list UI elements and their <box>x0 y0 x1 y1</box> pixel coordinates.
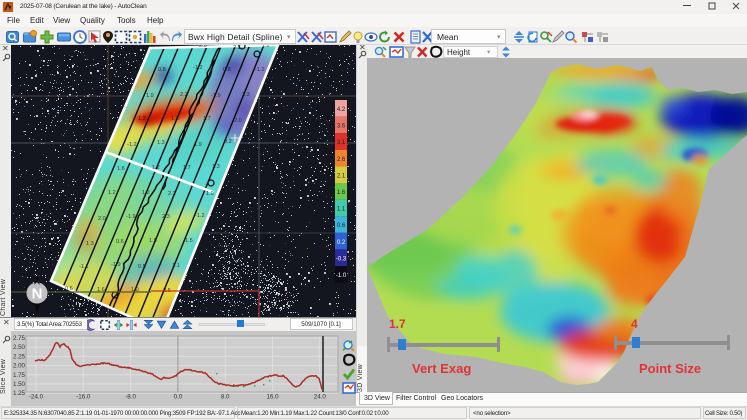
svg-text:1.7: 1.7 <box>203 116 211 122</box>
svg-text:2.2: 2.2 <box>180 92 188 98</box>
svg-text:1.2: 1.2 <box>262 45 270 49</box>
svg-text:2.2: 2.2 <box>168 191 176 197</box>
svg-text:1.3: 1.3 <box>212 164 220 170</box>
svg-text:0.5: 0.5 <box>138 264 146 270</box>
svg-text:1.5: 1.5 <box>185 238 193 244</box>
svg-text:1.25: 1.25 <box>13 390 26 397</box>
svg-text:1.2: 1.2 <box>108 190 116 196</box>
svg-text:1.9: 1.9 <box>194 142 202 148</box>
svg-text:2.00: 2.00 <box>13 363 26 370</box>
svg-text:0.8: 0.8 <box>158 67 166 73</box>
svg-text:1.7: 1.7 <box>183 165 191 171</box>
svg-text:3.6: 3.6 <box>337 124 346 130</box>
svg-text:2.3: 2.3 <box>162 214 170 220</box>
svg-text:1.2: 1.2 <box>142 190 150 196</box>
svg-text:2.0: 2.0 <box>199 45 207 49</box>
svg-text:1.3: 1.3 <box>86 241 94 247</box>
svg-text:1.3: 1.3 <box>171 116 179 122</box>
svg-text:16.0: 16.0 <box>266 394 279 401</box>
svg-text:1.5: 1.5 <box>149 238 157 244</box>
svg-text:1.6: 1.6 <box>117 166 125 172</box>
svg-text:N: N <box>32 286 43 303</box>
svg-text:-1.9: -1.9 <box>211 93 221 99</box>
svg-text:0.6: 0.6 <box>337 223 346 229</box>
svg-text:-16.0: -16.0 <box>76 394 91 401</box>
svg-text:2.0: 2.0 <box>234 118 242 124</box>
svg-text:0.8: 0.8 <box>223 67 231 73</box>
svg-text:2.0: 2.0 <box>98 216 106 222</box>
svg-text:-24.0: -24.0 <box>29 394 44 401</box>
svg-text:1.9: 1.9 <box>146 93 154 99</box>
svg-text:4.2: 4.2 <box>337 107 346 113</box>
svg-text:4: 4 <box>631 317 638 331</box>
svg-text:-1.2: -1.2 <box>127 142 137 148</box>
svg-text:0.6: 0.6 <box>65 286 73 292</box>
svg-text:2.25: 2.25 <box>13 353 26 360</box>
svg-text:0.2: 0.2 <box>337 240 346 246</box>
svg-text:0.6: 0.6 <box>116 239 124 245</box>
svg-text:2.3: 2.3 <box>233 45 241 51</box>
svg-text:-1.2: -1.2 <box>255 67 265 73</box>
svg-text:1.0: 1.0 <box>131 287 139 293</box>
svg-text:2.3: 2.3 <box>242 92 250 98</box>
svg-text:1.50: 1.50 <box>13 381 26 388</box>
svg-text:-1.9: -1.9 <box>126 214 136 220</box>
svg-text:1.7: 1.7 <box>389 317 406 331</box>
svg-text:2.75: 2.75 <box>13 335 26 342</box>
svg-text:8.0: 8.0 <box>221 394 230 401</box>
svg-text:3.1: 3.1 <box>337 140 346 146</box>
svg-text:0.8: 0.8 <box>168 45 176 48</box>
svg-text:Point Size: Point Size <box>639 361 701 376</box>
svg-text:0.0: 0.0 <box>174 394 183 401</box>
svg-text:1.75: 1.75 <box>13 372 26 379</box>
svg-text:-1.1: -1.1 <box>79 264 89 270</box>
svg-text:2.50: 2.50 <box>13 344 26 351</box>
svg-text:1.1: 1.1 <box>172 263 180 269</box>
svg-text:Vert Exag: Vert Exag <box>412 361 471 376</box>
svg-text:2.1: 2.1 <box>337 173 346 179</box>
svg-text:1.2: 1.2 <box>138 116 146 122</box>
svg-text:-1.9: -1.9 <box>111 262 121 268</box>
svg-text:-1.2: -1.2 <box>195 213 205 219</box>
svg-text:2.6: 2.6 <box>337 157 346 163</box>
svg-text:-0.3: -0.3 <box>336 256 347 262</box>
svg-text:1.6: 1.6 <box>337 190 346 196</box>
svg-text:0.2: 0.2 <box>224 139 232 145</box>
svg-text:-8.0: -8.0 <box>125 394 136 401</box>
svg-text:1.1: 1.1 <box>337 207 346 213</box>
svg-text:24.0: 24.0 <box>314 394 327 401</box>
svg-text:1.6: 1.6 <box>97 287 105 293</box>
svg-text:1.2: 1.2 <box>152 165 160 171</box>
svg-text:1.9: 1.9 <box>206 191 214 197</box>
svg-text:-1.2: -1.2 <box>193 65 203 71</box>
svg-text:1.3: 1.3 <box>157 140 165 146</box>
svg-text:-1.0: -1.0 <box>336 273 347 279</box>
